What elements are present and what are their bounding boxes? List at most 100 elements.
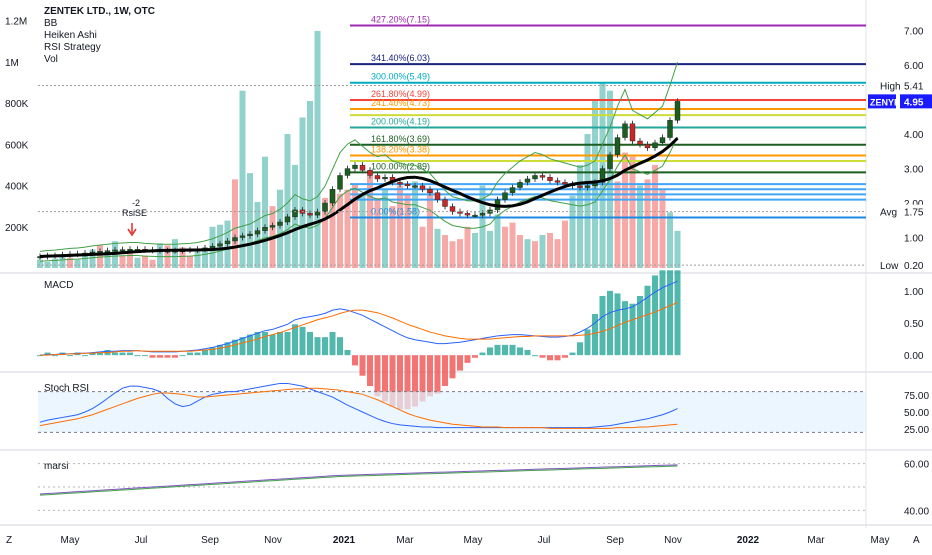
volume-bar [337,193,343,268]
macd-histogram-bar [142,355,148,357]
marsi-line-2 [39,465,678,496]
macd-signal-line [40,301,678,356]
candle-body [224,240,231,244]
fib-level-label: 161.80%(3.69) [371,134,430,144]
legend-indicator-vol[interactable]: Vol [44,54,58,65]
macd-histogram-bar [622,301,628,356]
candle-body [547,176,553,181]
volume-bar [314,30,321,268]
macd-histogram-bar [217,344,223,356]
volume-bar [397,185,403,268]
macd-histogram-bar [502,344,508,356]
candle-body [247,233,253,237]
macd-histogram-bar [352,355,358,366]
low-marker-label: Low [880,261,899,272]
symbol-title[interactable]: ZENTEK LTD., 1W, OTC [44,6,155,17]
volume-bar [622,152,628,268]
macd-histogram-bar [112,352,118,356]
price-tick-label: 6.00 [904,61,924,72]
macd-tick-label: 1.00 [904,287,924,298]
macd-histogram-bar [134,355,141,357]
macd-histogram-bar [314,337,321,356]
volume-bar [637,185,643,268]
macd-title[interactable]: MACD [44,280,74,291]
macd-histogram-bar [254,332,261,356]
legend-indicator-rsi-strategy[interactable]: RSI Strategy [44,42,101,53]
legend-indicator-heiken-ashi[interactable]: Heiken Ashi [44,30,97,41]
fib-level-label: 300.00%(5.49) [371,72,430,82]
macd-histogram-bar [232,339,238,356]
macd-histogram-bar [659,270,666,356]
candle-body [607,154,613,169]
macd-histogram-bar [674,270,681,356]
candle-body [652,142,658,149]
macd-histogram-bar [517,347,523,356]
macd-histogram-bar [509,344,516,356]
macd-tick-label: 0.00 [904,351,924,362]
macd-histogram-bar [427,355,433,397]
volume-bar [247,173,253,268]
volume-bar [614,181,621,268]
legend-indicator-bb[interactable]: BB [44,18,58,29]
candle-body [104,250,111,253]
candle-body [337,175,343,190]
volume-bar [299,117,306,268]
candle-body [637,140,643,145]
macd-histogram-bar [667,270,673,356]
candle-body [209,245,216,249]
volume-bar [502,226,508,268]
volume-bar [37,259,43,268]
macd-histogram-bar [419,355,426,402]
volume-bar [389,206,396,268]
macd-histogram-bar [194,352,201,356]
stoch-rsi-title[interactable]: Stoch RSI [44,383,90,394]
candle-body [524,178,531,183]
candle-body [314,211,321,216]
candle-body [472,214,478,217]
time-axis-label: May [871,535,890,546]
candle-body [622,123,628,138]
marsi-line-1 [39,464,678,495]
macd-histogram-bar [584,329,591,356]
volume-bar [359,193,366,268]
macd-histogram-bar [202,350,208,356]
signal-text-1: -2 [132,198,140,208]
candle-body [269,225,276,228]
macd-histogram-bar [262,332,268,356]
volume-bar [644,179,651,268]
volume-bar [577,164,583,268]
candle-body [614,137,621,155]
stoch-d-line [39,387,678,429]
candle-body [539,175,546,178]
volume-bar [119,255,126,268]
stoch-k-line [39,382,678,429]
macd-histogram-bar [644,285,651,356]
macd-tick-label: 0.50 [904,319,924,330]
time-axis-label: Jul [538,535,551,546]
macd-histogram-bar [562,355,568,358]
volume-bar [659,189,666,268]
macd-histogram-bar [239,337,246,356]
bb-upper-band [39,61,678,252]
avg-marker-value: 1.75 [904,208,924,219]
volume-bar [472,232,478,268]
macd-histogram-bar [449,355,456,379]
volume-bar [419,226,426,268]
auto-scale-button: A [913,535,920,546]
marsi-title[interactable]: marsi [44,461,69,472]
macd-histogram-bar [157,355,163,358]
candle-body [262,226,268,231]
macd-histogram-bar [172,355,178,358]
stoch-band [38,391,866,433]
volume-bar [562,220,568,268]
macd-histogram-bar [127,352,133,356]
volume-bar [187,255,193,268]
macd-histogram-bar [359,355,366,376]
candle-body [517,182,523,188]
fib-level-label: 261.80%(4.99) [371,89,430,99]
stoch-tick-label: 75.00 [904,391,929,402]
candle-body [577,185,583,188]
macd-histogram-bar [179,355,186,357]
